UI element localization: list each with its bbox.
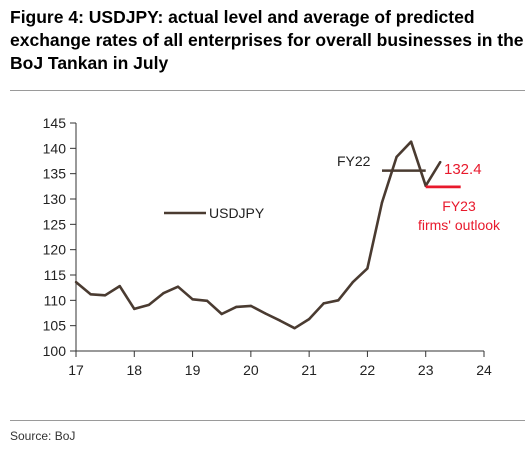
y-tick-label: 145 xyxy=(43,115,67,131)
data-point xyxy=(235,305,238,309)
top-divider xyxy=(10,90,525,91)
fy23-value-label: 132.4 xyxy=(444,161,482,178)
data-point xyxy=(337,299,340,302)
y-axis: 100 105 110 115 120 125 130 135 140 145 xyxy=(43,115,77,359)
data-point xyxy=(89,293,92,296)
legend-label-usdjpy: USDJPY xyxy=(209,205,265,221)
data-point xyxy=(439,160,442,164)
data-point xyxy=(351,280,355,284)
data-point xyxy=(118,284,121,288)
data-point xyxy=(103,294,107,297)
y-tick-label: 140 xyxy=(43,140,67,156)
annotation-layer: FY22 132.4 FY23 firms' outlook xyxy=(337,153,501,233)
y-tick-label: 110 xyxy=(44,292,67,308)
data-point xyxy=(322,302,325,305)
data-point xyxy=(133,307,136,311)
source-note: Source: BoJ xyxy=(10,429,76,443)
y-tick-label: 105 xyxy=(43,318,67,334)
x-tick-label: 20 xyxy=(243,362,259,378)
y-tick-label: 100 xyxy=(43,343,67,359)
x-tick-label: 19 xyxy=(185,362,201,378)
fy22-label: FY22 xyxy=(337,153,371,169)
x-tick-label: 22 xyxy=(360,362,376,378)
data-point xyxy=(395,155,398,159)
x-tick-label: 17 xyxy=(68,362,84,378)
y-tick-label: 115 xyxy=(44,267,67,283)
data-point xyxy=(220,312,223,316)
x-axis: 17 18 19 20 21 22 23 24 xyxy=(68,350,492,378)
data-point xyxy=(162,292,165,295)
series-layer xyxy=(74,140,442,330)
data-point xyxy=(409,140,413,143)
data-point xyxy=(191,298,194,301)
data-point xyxy=(249,304,253,308)
data-point xyxy=(366,267,369,270)
data-point xyxy=(205,299,209,303)
x-tick-label: 23 xyxy=(418,362,434,378)
data-point xyxy=(176,285,180,288)
data-point xyxy=(264,312,267,315)
fy23-label: FY23 xyxy=(442,198,476,214)
data-point xyxy=(147,303,151,307)
x-tick-label: 24 xyxy=(476,362,492,378)
x-tick-label: 21 xyxy=(301,362,317,378)
chart-title: Figure 4: USDJPY: actual level and avera… xyxy=(10,7,524,73)
data-point xyxy=(380,201,384,204)
y-tick-label: 120 xyxy=(43,242,67,258)
y-tick-label: 125 xyxy=(43,216,67,232)
fy23-outlook-label: firms' outlook xyxy=(418,217,501,233)
data-point xyxy=(74,280,78,284)
y-tick-label: 130 xyxy=(43,191,67,207)
series-line-usdjpy xyxy=(75,140,442,330)
legend: USDJPY xyxy=(164,205,265,221)
chart: 100 105 110 115 120 125 130 135 140 145 17 18 19 20 2… xyxy=(43,115,501,378)
x-tick-label: 18 xyxy=(126,362,142,378)
data-point xyxy=(307,317,311,321)
y-tick-label: 135 xyxy=(43,166,67,182)
bottom-divider xyxy=(10,420,525,421)
data-point xyxy=(293,327,296,330)
data-point xyxy=(278,319,282,322)
